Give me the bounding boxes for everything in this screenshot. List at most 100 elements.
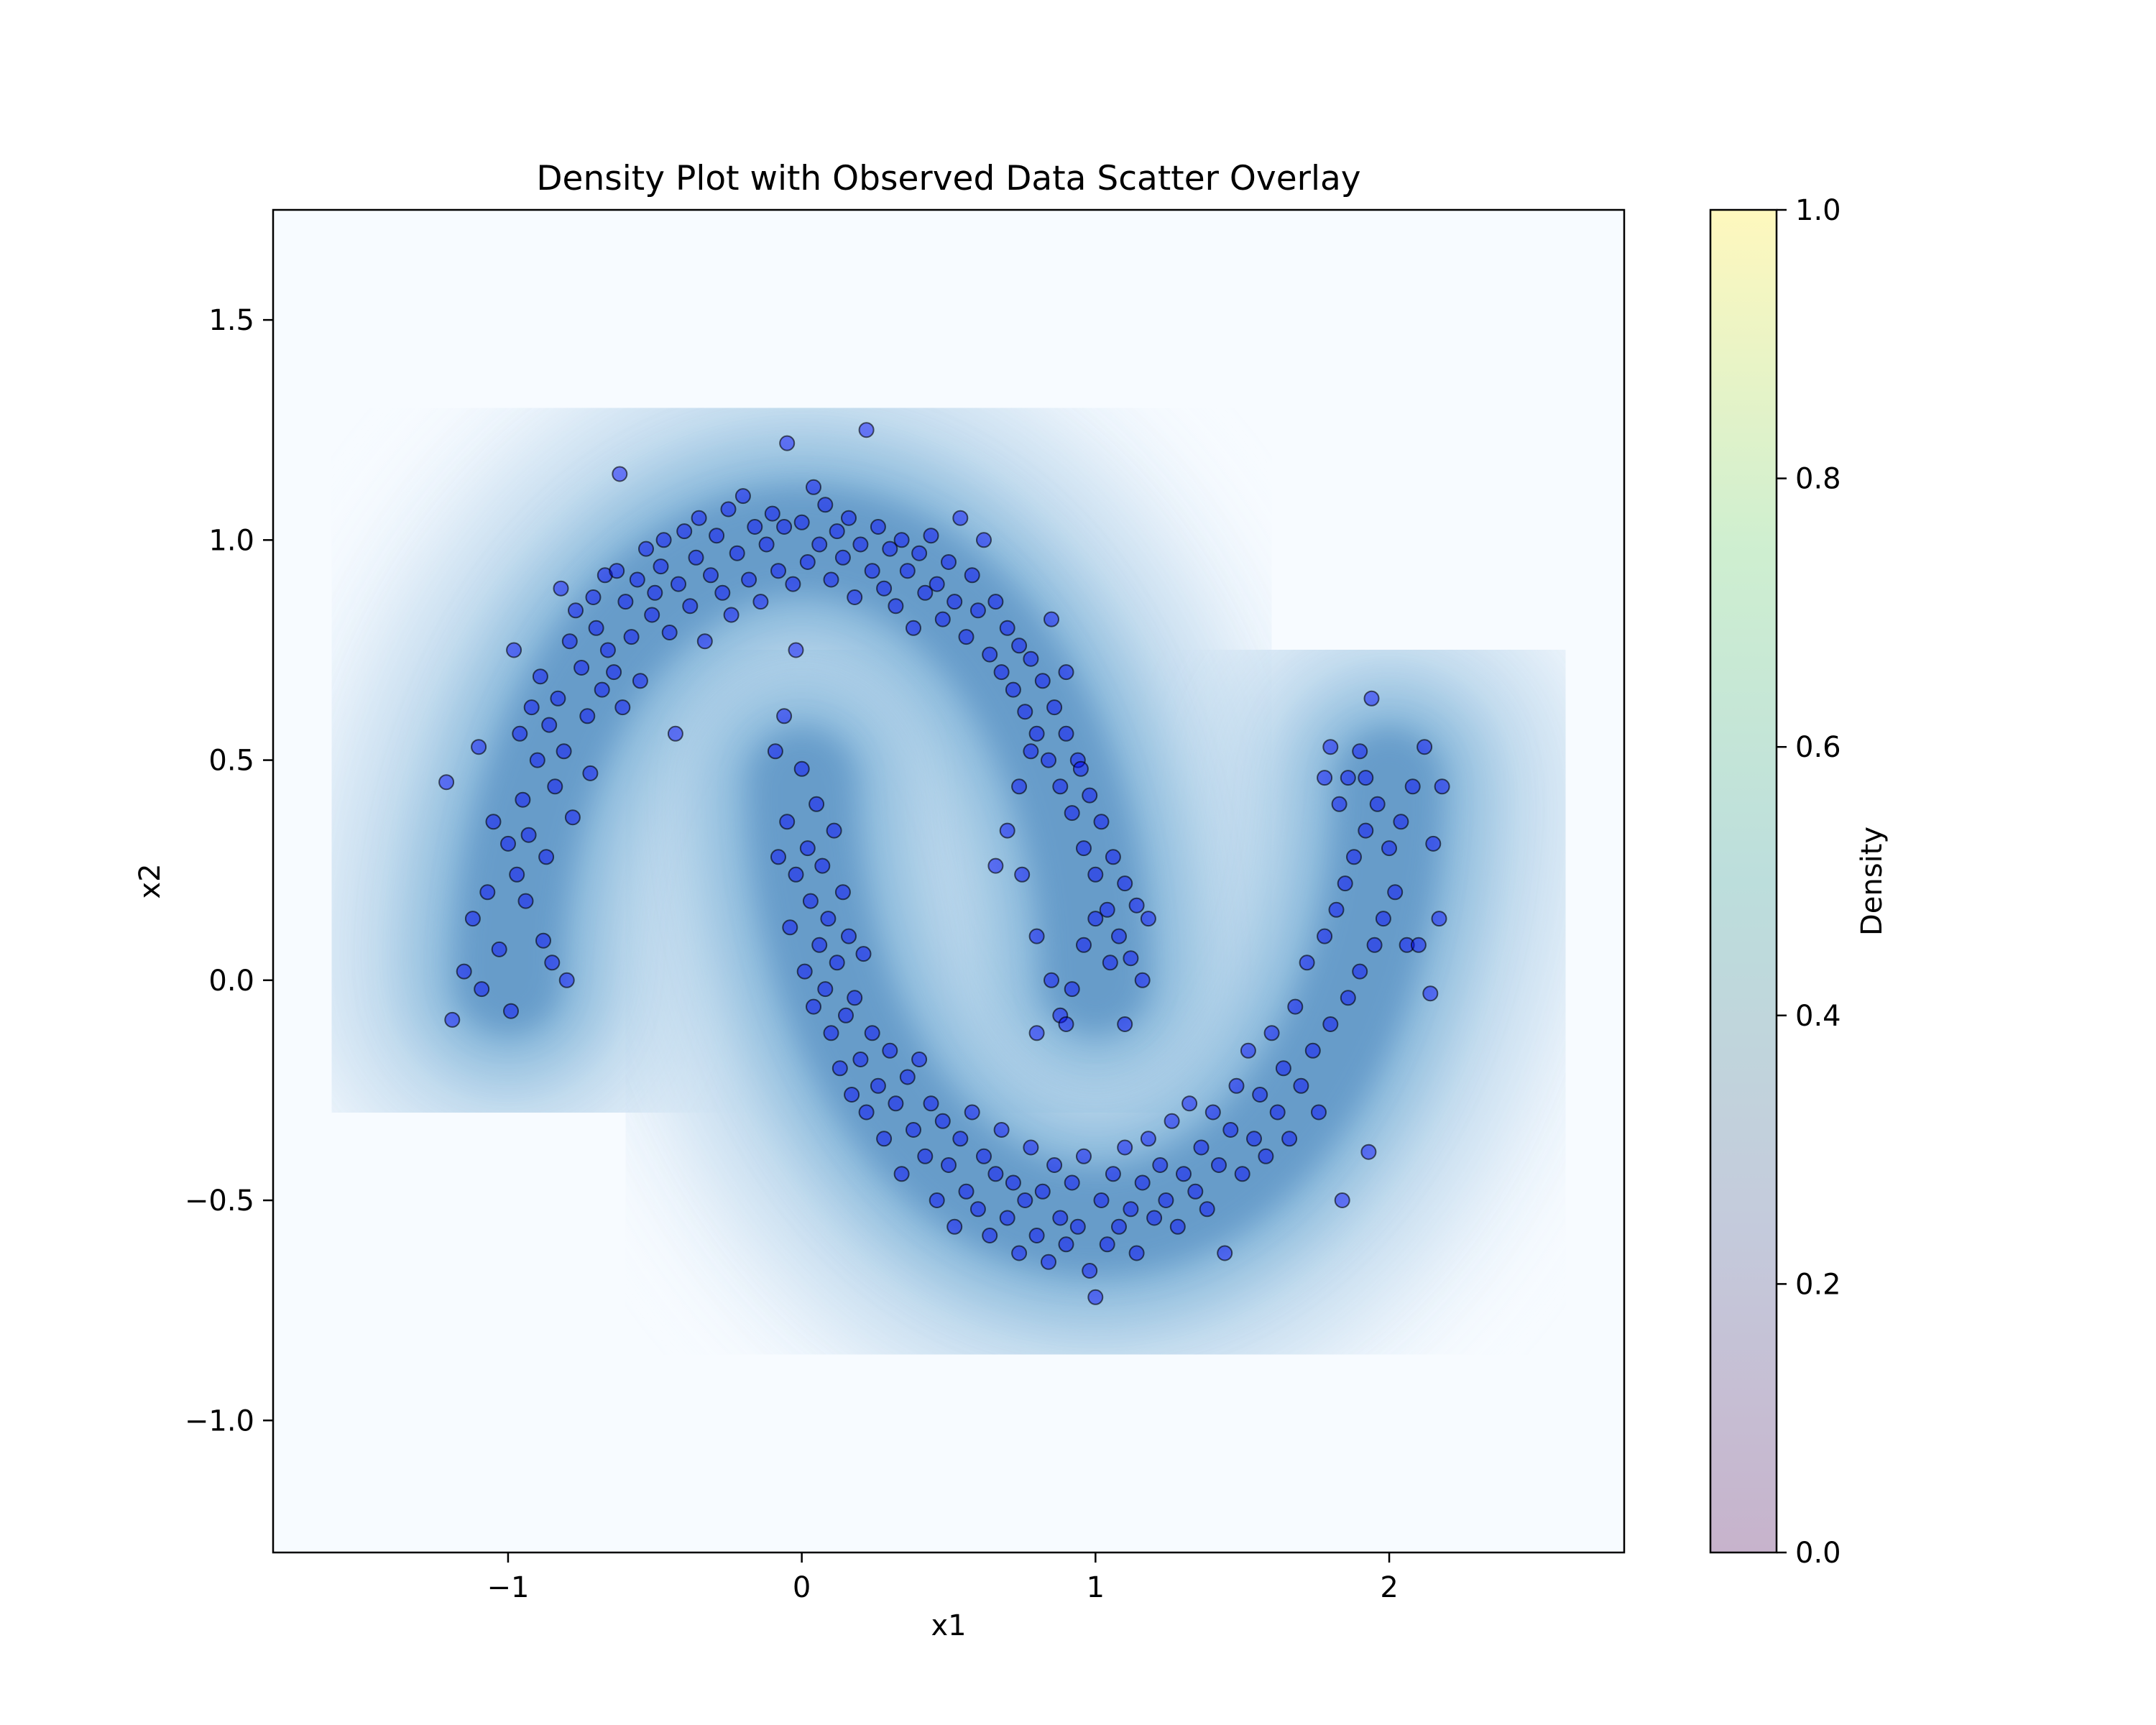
scatter-point [1140,1131,1156,1147]
scatter-point [1046,1157,1063,1173]
colorbar-tick-label: 0.8 [1795,463,1841,496]
scatter-point [899,563,916,579]
scatter-point [1028,1025,1045,1041]
scatter-point [550,690,566,707]
scatter-point [888,1095,904,1112]
scatter-point [1146,1210,1163,1226]
scatter-point [623,629,640,645]
scatter-point [906,1122,921,1138]
scatter-point [1287,998,1304,1015]
scatter-point [1366,937,1383,953]
scatter-point [1011,1245,1028,1261]
scatter-point [855,946,872,962]
scatter-point [982,646,998,663]
scatter-point [1211,1157,1227,1173]
scatter-point [941,554,957,570]
scatter-point [976,1148,992,1164]
scatter-point [464,911,481,927]
scatter-point [785,576,801,592]
scatter-point [1352,743,1368,760]
scatter-point [929,1192,945,1208]
scatter-point [1228,1077,1245,1094]
scatter-point [1117,875,1133,892]
scatter-point [515,791,531,808]
scatter-point [1352,963,1368,980]
scatter-point [1140,911,1156,927]
scatter-point [802,893,819,909]
scatter-point [1052,1007,1069,1024]
scatter-point [782,919,798,936]
scatter-point [864,563,880,579]
scatter-point [941,1157,957,1173]
scatter-point [541,717,558,733]
scatter-point [1340,990,1356,1006]
scatter-point [1422,985,1439,1002]
scatter-point [741,571,757,588]
scatter-point [1304,1042,1321,1059]
scatter-point [1044,611,1059,627]
scatter-point [1204,1104,1221,1121]
scatter-point [817,497,834,513]
scatter-point [1181,1095,1198,1112]
scatter-point [946,594,963,610]
scatter-point [617,594,634,610]
scatter-point [1017,704,1033,720]
scatter-point [1252,1087,1268,1103]
scatter-point [847,589,863,605]
scatter-point [876,1131,893,1147]
scatter-point [788,866,804,883]
scatter-point [1117,1139,1133,1156]
scatter-point [538,849,555,865]
scatter-point [964,567,980,584]
scatter-point [523,699,540,716]
scatter-point [952,1131,969,1147]
scatter-point [764,505,780,522]
scatter-point [1311,1104,1327,1121]
scatter-point [529,752,545,768]
scatter-point [1199,1201,1215,1218]
scatter-point [946,1218,963,1235]
x-tick-label: 1 [1087,1571,1105,1604]
scatter-point [770,563,786,579]
scatter-point [1052,778,1069,795]
scatter-point [667,725,683,742]
scatter-point [952,510,969,526]
scatter-point [568,602,584,619]
scatter-point [485,814,502,830]
y-tick-label: −1.0 [185,1404,254,1438]
scatter-point [826,822,842,839]
scatter-point [1381,840,1397,857]
scatter-point [585,589,602,605]
scatter-point [723,607,740,623]
scatter-point [647,584,663,601]
scatter-point [1014,866,1031,883]
scatter-point [1076,1148,1092,1164]
scatter-point [629,571,645,588]
scatter-point [1093,814,1110,830]
scatter-point [999,620,1015,636]
scatter-point [1058,664,1074,681]
scatter-point [1340,770,1356,786]
scatter-point [1363,690,1380,707]
scatter-point [852,536,869,553]
scatter-point [547,778,563,795]
scatter-point [564,809,581,826]
plot-frame [272,208,1626,1554]
colorbar-frame [1709,208,1778,1554]
scatter-point [976,532,992,548]
scatter-point [811,937,828,953]
scatter-point [556,743,572,760]
scatter-point [638,540,654,557]
scatter-point [1093,1192,1110,1208]
scatter-point [838,1007,854,1024]
scatter-point [1041,1254,1056,1270]
scatter-point [644,607,660,623]
scatter-point [1187,1183,1204,1200]
scatter-point [1028,1228,1045,1243]
scatter-point [1072,760,1089,777]
y-tick-label: 0.5 [208,745,254,778]
scatter-point [1041,752,1056,768]
scatter-point [1410,937,1427,953]
y-axis-label: x2 [134,863,167,898]
scatter-point [1404,778,1421,795]
